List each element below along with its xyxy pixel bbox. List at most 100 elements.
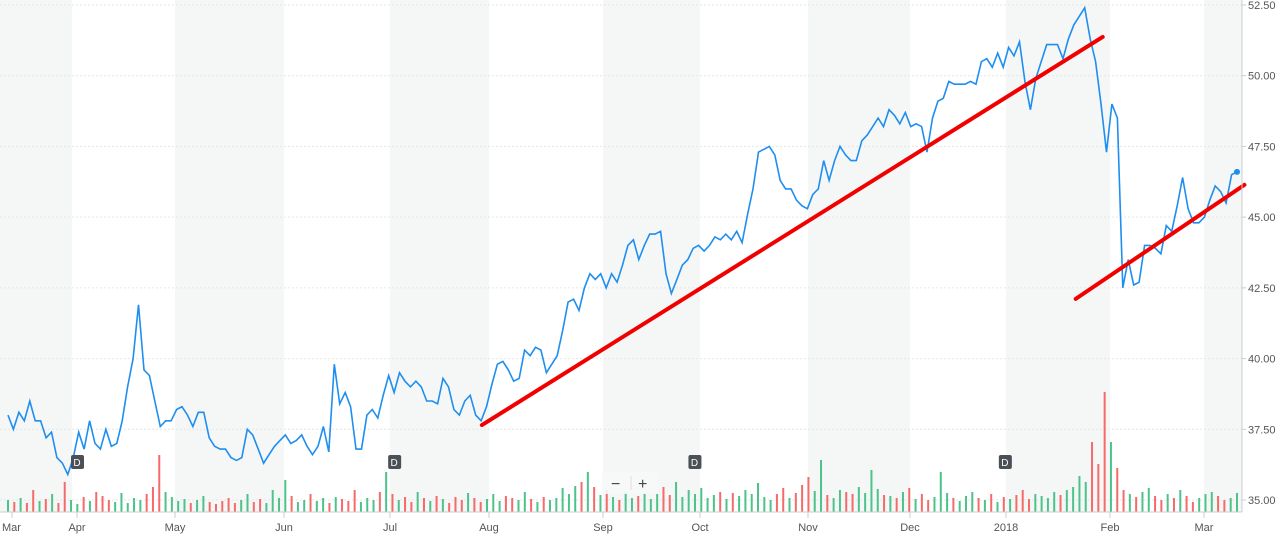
volume-bar [1097, 464, 1100, 512]
volume-bar [857, 487, 860, 512]
volume-bar [706, 498, 709, 512]
volume-bar [990, 494, 993, 512]
volume-bar [876, 489, 879, 512]
volume-bar [290, 496, 293, 512]
volume-bar [385, 472, 388, 512]
y-tick-label: 50.00 [1248, 71, 1276, 83]
zoom-out-button[interactable]: − [611, 476, 620, 493]
volume-bar [851, 494, 854, 512]
volume-bar [687, 490, 690, 512]
volume-bar [1223, 500, 1226, 512]
month-band [175, 0, 284, 512]
volume-bar [946, 493, 949, 512]
volume-bar [870, 470, 873, 512]
volume-bar [662, 487, 665, 512]
y-tick-label: 40.00 [1248, 354, 1276, 366]
x-tick-label: May [165, 522, 186, 534]
volume-bar [920, 494, 923, 512]
volume-bar [38, 501, 41, 512]
volume-bar [397, 500, 400, 512]
volume-bar [492, 494, 495, 512]
volume-bar [908, 488, 911, 512]
volume-bar [252, 502, 255, 512]
volume-bar [25, 503, 28, 512]
volume-bar [845, 492, 848, 512]
volume-bar [315, 501, 318, 512]
volume-bar [555, 498, 558, 512]
volume-bar [977, 498, 980, 512]
price-line [7, 5, 1238, 477]
month-band [1204, 0, 1242, 512]
volume-bar [838, 490, 841, 512]
volume-bar [1217, 496, 1220, 512]
volume-bar [1059, 495, 1062, 512]
volume-bar [76, 504, 79, 512]
volume-bar [303, 500, 306, 512]
dividend-label: D [1001, 458, 1008, 469]
zoom-control: − + [602, 472, 657, 494]
volume-bar [259, 499, 262, 512]
volume-bar [202, 496, 205, 512]
volume-bar [542, 497, 545, 512]
volume-bar [719, 492, 722, 512]
volume-bar [1166, 494, 1169, 512]
volume-bar [599, 495, 602, 512]
month-bands [0, 0, 1242, 512]
dividend-marker[interactable]: D [388, 455, 402, 469]
volume-bar [1078, 476, 1081, 512]
volume-bar [1002, 497, 1005, 512]
y-tick-label: 47.50 [1248, 141, 1276, 153]
volume-bar [296, 502, 299, 512]
volume-bar [763, 497, 766, 512]
volume-bar [95, 492, 98, 512]
trendline [1073, 182, 1247, 301]
volume-bar [1147, 488, 1150, 512]
volume-bar [221, 501, 224, 512]
volume-bar [448, 503, 451, 512]
volume-bar [1128, 494, 1131, 512]
dividend-label: D [73, 458, 80, 469]
volume-bar [107, 500, 110, 512]
volume-bar [681, 497, 684, 512]
volume-bar [170, 497, 173, 512]
volume-bar [177, 501, 180, 512]
dividend-marker[interactable]: D [688, 455, 702, 469]
dividend-badge [998, 455, 1012, 469]
dividend-label: D [691, 458, 698, 469]
volume-bar [13, 502, 16, 512]
volume-bar [309, 494, 312, 512]
volume-bar [656, 494, 659, 512]
volume-bar [826, 495, 829, 512]
volume-bar [580, 482, 583, 512]
volume-bar [70, 500, 73, 512]
volume-bar [341, 499, 344, 512]
volume-bar [404, 497, 407, 512]
volume-bar [1028, 499, 1031, 512]
volume-bar [1229, 498, 1232, 512]
volume-bar [933, 497, 936, 512]
volume-bar [523, 492, 526, 512]
volume-bar [794, 493, 797, 512]
zoom-in-button[interactable]: + [638, 476, 647, 493]
volume-bar [864, 493, 867, 512]
dividend-marker[interactable]: D [71, 455, 84, 469]
volume-bar [57, 503, 60, 512]
volume-bar [454, 497, 457, 512]
volume-bar [693, 494, 696, 512]
volume-bar [133, 498, 136, 512]
dividend-marker[interactable]: D [998, 455, 1012, 469]
volume-bar [265, 503, 268, 512]
volume-bar [744, 490, 747, 512]
y-axis-labels: 35.00 37.50 40.00 42.50 45.00 47.50 50.00 52.50 [1248, 0, 1276, 507]
volume-bar [1072, 487, 1075, 512]
volume-bar [372, 500, 375, 512]
x-tick-label: Sep [593, 522, 613, 534]
volume-bar [271, 490, 274, 512]
volume-bar [240, 500, 243, 512]
volume-bar [889, 496, 892, 512]
volume-bar [901, 492, 904, 512]
volume-bar [1122, 490, 1125, 512]
volume-bar [983, 500, 986, 512]
volume-bar [485, 499, 488, 512]
